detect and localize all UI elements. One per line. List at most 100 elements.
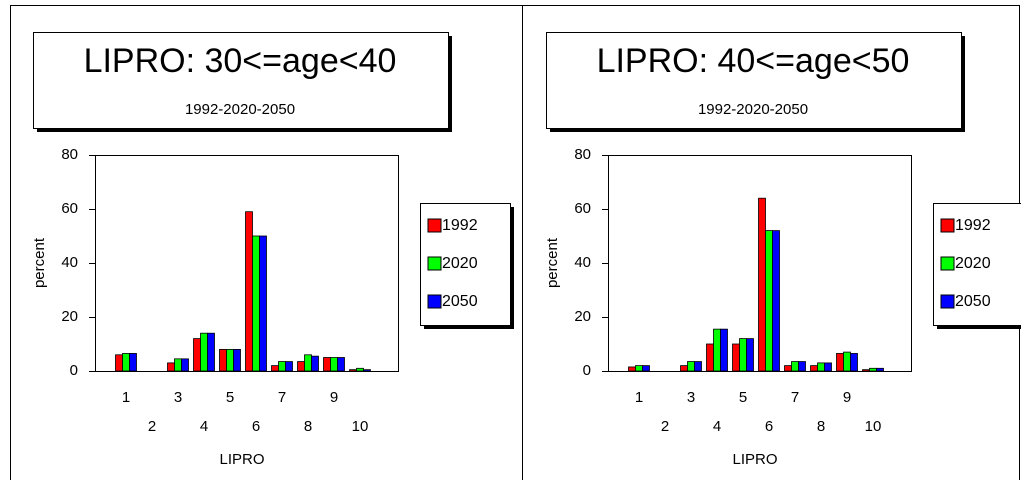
y-tick-label: 60 [574, 200, 591, 217]
bar [694, 361, 702, 372]
chart-title: LIPRO: 30<=age<40 [84, 42, 397, 80]
bar [680, 365, 688, 372]
bar [311, 355, 319, 372]
bar [720, 328, 728, 372]
bar [330, 357, 338, 372]
legend-swatch [427, 256, 442, 271]
x-tick-label: 8 [817, 418, 825, 435]
chart-subtitle: 1992-2020-2050 [185, 101, 295, 118]
bar [115, 354, 123, 372]
bar [207, 332, 215, 372]
bar [642, 365, 650, 372]
x-tick-label: 2 [148, 418, 156, 435]
y-tick-label: 20 [574, 308, 591, 325]
bar [824, 362, 832, 372]
y-tick-label: 40 [574, 254, 591, 271]
bar [765, 230, 773, 372]
y-tick-label: 20 [61, 308, 78, 325]
x-tick-label: 10 [865, 418, 882, 435]
bar [297, 361, 305, 372]
x-tick-label: 9 [330, 389, 338, 406]
x-tick-label: 3 [687, 389, 695, 406]
bar [278, 361, 286, 372]
legend-swatch [940, 294, 955, 309]
bar [706, 343, 714, 372]
x-tick-label: 4 [200, 418, 208, 435]
x-axis-label: LIPRO [732, 451, 777, 468]
bar [337, 357, 345, 372]
x-tick-label: 4 [713, 418, 721, 435]
x-tick-label: 3 [174, 389, 182, 406]
bar [635, 365, 643, 372]
bar [843, 351, 851, 372]
x-tick-label: 7 [278, 389, 286, 406]
legend-label: 2020 [442, 255, 478, 272]
bar [739, 338, 747, 372]
plot-frame [608, 155, 912, 372]
title-box [33, 32, 449, 129]
bar [817, 362, 825, 372]
x-tick-label: 5 [739, 389, 747, 406]
bar [713, 328, 721, 372]
bar [174, 358, 182, 372]
bar [810, 365, 818, 372]
y-tick-label: 40 [61, 254, 78, 271]
legend-label: 1992 [955, 217, 991, 234]
legend-label: 2050 [442, 293, 478, 310]
x-tick-label: 1 [122, 389, 130, 406]
bar [226, 348, 234, 372]
legend-swatch [940, 218, 955, 233]
legend-swatch [940, 256, 955, 271]
bar [876, 367, 884, 372]
bar [349, 369, 357, 372]
y-tick-label: 0 [583, 362, 591, 379]
bar [758, 197, 766, 372]
x-tick-label: 1 [635, 389, 643, 406]
x-tick-label: 6 [252, 418, 260, 435]
legend-label: 2050 [955, 293, 991, 310]
x-axis-label: LIPRO [219, 451, 264, 468]
x-tick-label: 9 [843, 389, 851, 406]
x-tick-label: 10 [352, 418, 369, 435]
x-tick-label: 7 [791, 389, 799, 406]
y-axis-label: percent [31, 237, 48, 288]
bar [233, 348, 241, 372]
bar [687, 361, 695, 372]
bar [259, 235, 267, 372]
bar [862, 369, 870, 372]
chart-subtitle: 1992-2020-2050 [698, 101, 808, 118]
bar [219, 348, 227, 372]
bar [850, 353, 858, 372]
legend-swatch [427, 294, 442, 309]
chart-title: LIPRO: 40<=age<50 [597, 42, 910, 80]
bar [869, 367, 877, 372]
bar [271, 365, 279, 372]
bar [181, 358, 189, 372]
legend-label: 2020 [955, 255, 991, 272]
bar [791, 361, 799, 372]
x-tick-label: 2 [661, 418, 669, 435]
bar [772, 230, 780, 372]
bar [167, 362, 175, 372]
legend-swatch [427, 218, 442, 233]
bar [285, 361, 293, 372]
x-tick-label: 8 [304, 418, 312, 435]
y-axis-label: percent [544, 237, 561, 288]
plot-frame [95, 155, 399, 372]
bar [122, 353, 130, 372]
bar [323, 357, 331, 372]
bar [356, 367, 364, 372]
y-tick-label: 80 [61, 146, 78, 163]
x-tick-label: 5 [226, 389, 234, 406]
y-tick-label: 60 [61, 200, 78, 217]
bar [363, 369, 371, 372]
bar [836, 353, 844, 372]
legend-label: 1992 [442, 217, 478, 234]
bar [732, 343, 740, 372]
bar [245, 211, 253, 372]
bar [784, 365, 792, 372]
y-tick-label: 80 [574, 146, 591, 163]
bar [304, 354, 312, 372]
bar [193, 338, 201, 372]
